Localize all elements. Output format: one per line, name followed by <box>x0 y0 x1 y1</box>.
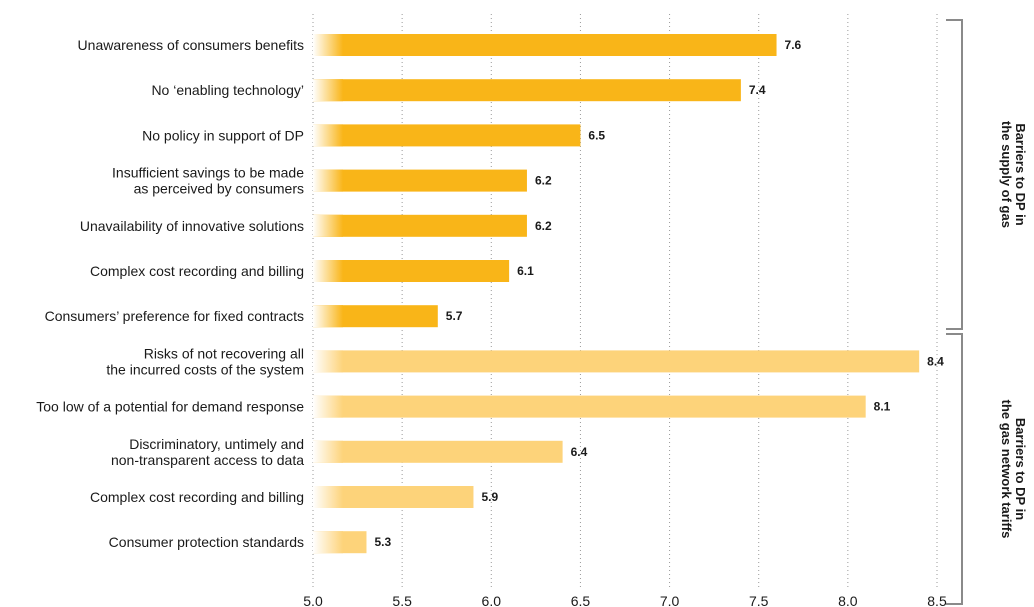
bar <box>313 440 563 463</box>
value-label: 6.2 <box>535 174 552 188</box>
bar <box>313 395 866 418</box>
x-tick-label: 6.5 <box>571 593 591 607</box>
bar-fade <box>313 486 343 508</box>
x-tick-label: 5.0 <box>303 593 323 607</box>
bar-fade <box>313 34 343 56</box>
value-label: 5.7 <box>446 309 463 323</box>
category-label: Too low of a potential for demand respon… <box>36 399 304 415</box>
group-label: Barriers to DP inthe supply of gas <box>999 121 1028 228</box>
bar-fade <box>313 305 343 328</box>
x-tick-label: 6.0 <box>482 593 502 607</box>
bar <box>313 305 438 328</box>
bar-fade <box>313 260 343 282</box>
bar <box>313 260 510 282</box>
category-label-line: No ‘enabling technology’ <box>151 82 304 98</box>
value-label: 6.1 <box>517 264 534 278</box>
group-label-line: Barriers to DP in <box>1013 418 1028 520</box>
category-label-line: as perceived by consumers <box>134 181 304 197</box>
category-label-line: Discriminatory, untimely and <box>129 436 304 452</box>
bar-fade <box>313 124 343 147</box>
value-label: 5.3 <box>374 535 391 549</box>
category-label-line: Unavailability of innovative solutions <box>80 218 304 234</box>
x-tick-label: 5.5 <box>392 593 412 607</box>
bar <box>313 350 920 373</box>
category-label: No ‘enabling technology’ <box>151 82 304 98</box>
bar <box>313 79 741 102</box>
category-label-line: Consumers’ preference for fixed contract… <box>45 308 304 324</box>
category-label: Complex cost recording and billing <box>90 489 304 505</box>
category-label: Insufficient savings to be made as percei… <box>112 165 304 197</box>
bar-fade <box>313 350 343 373</box>
group-bracket <box>946 333 963 605</box>
category-label-line: non-transparent access to data <box>111 452 304 468</box>
bar <box>313 124 581 147</box>
x-tick-label: 8.0 <box>838 593 858 607</box>
x-tick-label: 8.5 <box>927 593 947 607</box>
bars: 7.6 7.4 6.5 6.2 6.2 6.1 5.7 8.4 8.1 6.4 5.9 5.3 <box>313 34 944 554</box>
bar-fade <box>313 440 343 463</box>
x-tick-label: 7.5 <box>749 593 769 607</box>
category-label-line: No policy in support of DP <box>142 127 304 143</box>
value-label: 7.4 <box>749 83 766 97</box>
value-label: 5.9 <box>481 490 498 504</box>
category-labels: Unawareness of consumers benefits No ‘ena… <box>36 37 304 550</box>
group-label: Barriers to DP inthe gas network tariffs <box>999 400 1028 539</box>
group-label-line: Barriers to DP in <box>1013 123 1028 225</box>
category-label-line: Insufficient savings to be made <box>112 165 304 181</box>
x-axis-ticks: 5.0 5.5 6.0 6.5 7.0 7.5 8.0 8.5 <box>303 593 947 607</box>
bar <box>313 169 527 192</box>
value-label: 6.5 <box>588 128 605 142</box>
category-label: Discriminatory, untimely and non-transpar… <box>111 436 304 468</box>
category-label-line: Complex cost recording and billing <box>90 489 304 505</box>
bar-fade <box>313 395 343 418</box>
category-label: Risks of not recovering all the incurred … <box>106 345 304 377</box>
value-label: 8.1 <box>874 400 891 414</box>
value-label: 6.2 <box>535 219 552 233</box>
category-label: Unawareness of consumers benefits <box>78 37 304 53</box>
bar-fade <box>313 79 343 102</box>
category-label-line: the incurred costs of the system <box>106 361 304 377</box>
category-label-line: Consumer protection standards <box>109 534 304 550</box>
gridlines <box>312 14 938 590</box>
bar-fade <box>313 214 343 237</box>
bar <box>313 486 474 508</box>
group-bracket <box>946 19 963 330</box>
bar <box>313 34 777 56</box>
value-label: 8.4 <box>927 354 944 368</box>
group-label-line: the gas network tariffs <box>999 400 1014 539</box>
category-label: Consumers’ preference for fixed contract… <box>45 308 304 324</box>
value-label: 7.6 <box>785 38 802 52</box>
category-label-line: Risks of not recovering all <box>144 345 304 361</box>
group-brackets: Barriers to DP inthe supply of gasBarrie… <box>946 19 1028 605</box>
category-label: Consumer protection standards <box>109 534 304 550</box>
category-label: No policy in support of DP <box>142 127 304 143</box>
x-tick-label: 7.0 <box>660 593 680 607</box>
category-label-line: Unawareness of consumers benefits <box>78 37 304 53</box>
category-label: Unavailability of innovative solutions <box>80 218 304 234</box>
category-label-line: Too low of a potential for demand respon… <box>36 399 304 415</box>
value-label: 6.4 <box>571 445 588 459</box>
bar <box>313 214 527 237</box>
category-label-line: Complex cost recording and billing <box>90 263 304 279</box>
group-label-line: the supply of gas <box>999 121 1014 228</box>
bar-fade <box>313 169 343 192</box>
bar-fade <box>313 531 343 554</box>
category-label: Complex cost recording and billing <box>90 263 304 279</box>
